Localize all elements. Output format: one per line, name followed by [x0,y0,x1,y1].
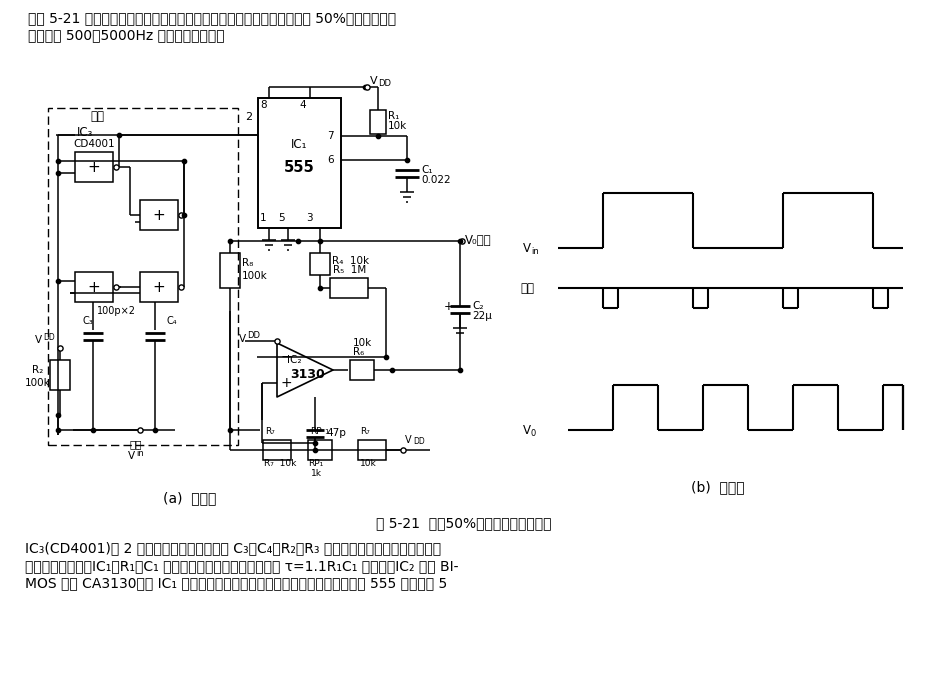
Text: (a)  电路图: (a) 电路图 [163,491,216,505]
Text: 如图 5-21 所示，该电路由微分触发电路、可控振荡电路等组成。可产生 50%占空比的、工: 如图 5-21 所示，该电路由微分触发电路、可控振荡电路等组成。可产生 50%占… [28,11,396,25]
Bar [330,278,368,298]
Bar [310,253,330,275]
Text: +: + [152,208,165,223]
Text: 作频率为 500～5000Hz 的二倍频脉冲波。: 作频率为 500～5000Hz 的二倍频脉冲波。 [28,28,224,42]
Bar [75,152,113,182]
Text: V₀输出: V₀输出 [464,234,491,247]
Text: 0.022: 0.022 [421,175,451,185]
Text: +: + [152,279,165,294]
Text: R₄  10k: R₄ 10k [332,256,369,266]
Bar [349,360,374,380]
Text: 4: 4 [298,100,305,110]
Bar [140,200,178,230]
Text: C₁: C₁ [421,165,432,175]
Text: DD: DD [247,331,260,341]
Text: 0: 0 [530,428,536,438]
Text: V: V [239,334,246,344]
Text: DD: DD [413,438,425,447]
Text: 2: 2 [245,112,252,122]
Bar [358,440,386,460]
Text: 10k: 10k [360,460,376,469]
Text: 3: 3 [306,213,312,223]
Text: C₄: C₄ [167,316,177,326]
Text: R₇  10k: R₇ 10k [263,460,296,469]
Text: 产生触发负脉冲。IC₁、R₁、C₁ 组成单稳触发电路，输出宽度为 τ=1.1R₁C₁ 的脉冲。IC₂ 采用 BI-: 产生触发负脉冲。IC₁、R₁、C₁ 组成单稳触发电路，输出宽度为 τ=1.1R₁… [25,559,458,573]
Text: V: V [523,242,530,255]
Text: C₂: C₂ [472,301,483,311]
Text: C₃: C₃ [83,316,94,326]
Text: in: in [530,247,539,255]
Text: 图 5-21  具有50%占空比的倍频器电路: 图 5-21 具有50%占空比的倍频器电路 [375,516,552,530]
Text: V: V [128,451,135,461]
Text: V: V [523,423,530,436]
Text: 100p×2: 100p×2 [97,306,136,316]
Text: IC₂: IC₂ [286,355,301,365]
Text: (b)  波形图: (b) 波形图 [691,480,744,494]
Text: IC₃(CD4001)为 2 输入端四或非门电路，与 C₃、C₄、R₂、R₃ 等组成微分脉冲边缘检测电路，: IC₃(CD4001)为 2 输入端四或非门电路，与 C₃、C₄、R₂、R₃ 等… [25,541,440,555]
Text: R₅  1M: R₅ 1M [333,265,366,275]
Text: V: V [404,435,412,445]
Text: RP₁: RP₁ [308,460,323,469]
Text: R₂: R₂ [32,365,44,375]
Text: 触发: 触发 [519,281,533,294]
Text: 555: 555 [284,161,314,176]
Text: 10k: 10k [352,338,372,348]
Text: IC₃: IC₃ [77,126,94,139]
Text: R₇: R₇ [265,426,274,436]
Text: DD: DD [377,79,390,89]
Text: 7: 7 [326,131,334,141]
Text: +: + [281,376,292,390]
Text: MOS 运放 CA3130，将 IC₁ 输出的脉冲波经低通滤波后的直流电平放大，控制 555 的控制端 5: MOS 运放 CA3130，将 IC₁ 输出的脉冲波经低通滤波后的直流电平放大，… [25,576,447,590]
Text: R₈: R₈ [242,258,253,268]
Text: +: + [443,300,453,313]
Text: V: V [35,335,42,345]
Bar [258,98,340,228]
Bar [48,108,237,445]
Text: 10k: 10k [387,121,407,131]
Text: 22μ: 22μ [472,311,491,321]
Text: 触发: 触发 [90,111,104,124]
Bar [140,272,178,302]
Bar [370,110,386,134]
Bar [308,440,332,460]
Text: R₇: R₇ [360,426,370,436]
Text: −: − [281,350,292,364]
Text: 100k: 100k [25,378,51,388]
Text: IC₁: IC₁ [291,139,308,152]
Text: 47p: 47p [325,428,346,438]
Text: 3130: 3130 [289,369,324,382]
Text: CD4001: CD4001 [73,139,115,149]
Bar [262,440,291,460]
Text: 8: 8 [260,100,266,110]
Text: 100k: 100k [242,271,268,281]
Text: RP: RP [310,426,322,436]
Bar [50,360,70,390]
Text: R₆: R₆ [352,347,364,357]
Text: 1k: 1k [311,469,322,479]
Text: R₁: R₁ [387,111,399,121]
Text: in: in [136,449,144,458]
Text: +: + [87,279,100,294]
Text: DD: DD [43,333,55,342]
Bar [220,253,240,288]
Text: 输入: 输入 [130,439,143,449]
Text: 1: 1 [260,213,266,223]
Text: 5: 5 [278,213,285,223]
Text: +: + [87,160,100,174]
Text: 6: 6 [326,155,334,165]
Text: V: V [370,76,377,86]
Bar [75,272,113,302]
Text: 1: 1 [324,429,328,435]
